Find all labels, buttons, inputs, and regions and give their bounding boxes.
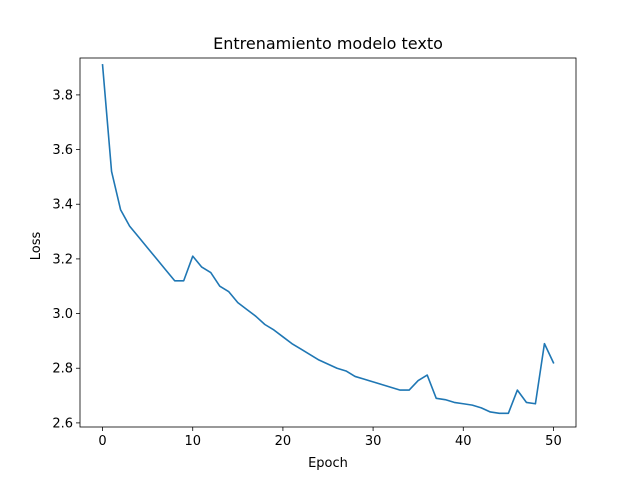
y-axis-title: Loss — [29, 232, 44, 261]
y-tick-label: 3.6 — [52, 143, 73, 158]
y-tick-label: 3.4 — [52, 198, 73, 213]
y-tick-label: 3.2 — [52, 252, 73, 267]
axes-frame — [79, 57, 577, 428]
x-tick-label: 30 — [365, 434, 382, 449]
y-tick-label: 2.8 — [52, 362, 73, 377]
chart-title: Entrenamiento modelo texto — [213, 34, 443, 53]
x-tick-label: 10 — [184, 434, 201, 449]
loss-series-line-0 — [101, 63, 555, 415]
x-tick-label: 0 — [98, 434, 106, 449]
x-tick-label: 20 — [275, 434, 292, 449]
x-tick-label: 50 — [545, 434, 562, 449]
axes-ticks: 0 10 20 30 40 50 2.6 2.8 3.0 3.2 3.4 3.6 3.8 — [52, 57, 577, 449]
x-tick-label: 40 — [455, 434, 472, 449]
plot-area — [101, 63, 555, 415]
y-tick-label: 3.8 — [52, 88, 73, 103]
y-tick-label: 3.0 — [52, 307, 73, 322]
x-axis-title: Epoch — [308, 456, 348, 471]
y-tick-label: 2.6 — [52, 416, 73, 431]
